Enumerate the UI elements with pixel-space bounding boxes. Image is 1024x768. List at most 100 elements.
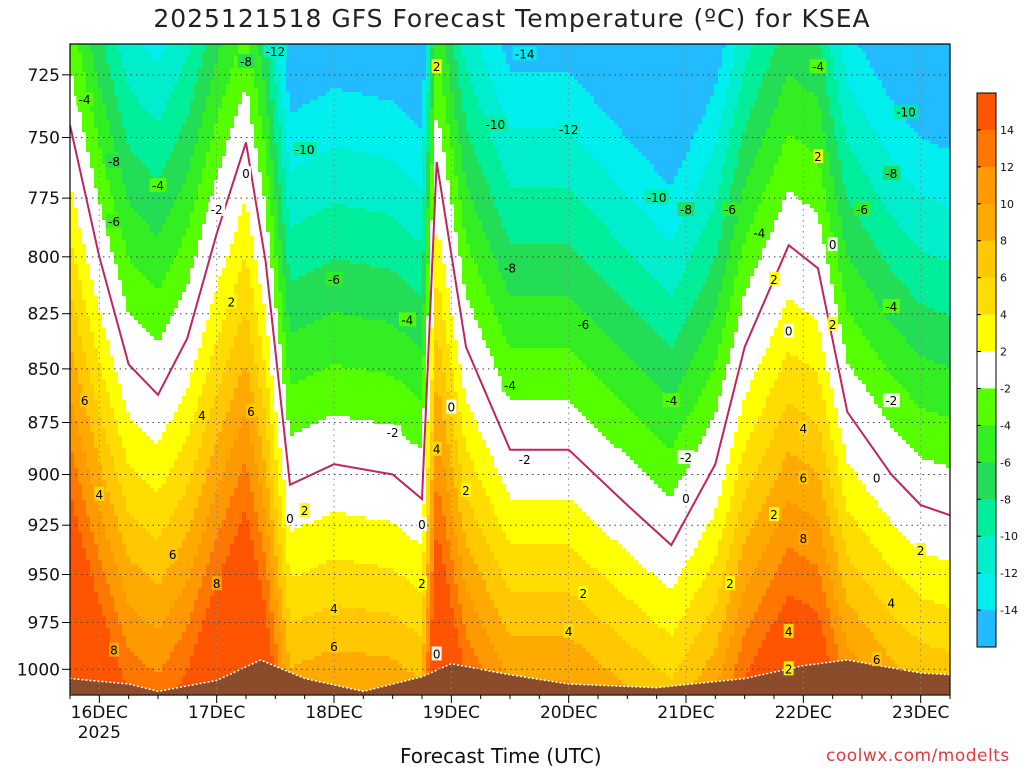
temperature-cell: [182, 428, 187, 433]
temperature-cell: [122, 428, 127, 433]
temperature-cell: [170, 564, 175, 569]
temperature-cell: [70, 656, 75, 661]
temperature-cell: [142, 156, 147, 161]
temperature-cell: [182, 260, 187, 265]
temperature-cell: [122, 624, 127, 629]
temperature-cell: [94, 448, 99, 453]
temperature-cell: [134, 356, 139, 361]
temperature-cell: [102, 580, 107, 585]
temperature-cell: [74, 84, 79, 89]
temperature-cell: [94, 268, 99, 273]
temperature-cell: [82, 112, 87, 117]
temperature-cell: [170, 500, 175, 505]
temperature-cell: [158, 488, 163, 493]
temperature-cell: [90, 612, 95, 617]
temperature-cell: [122, 476, 127, 481]
temperature-cell: [98, 636, 103, 641]
temperature-cell: [78, 352, 83, 357]
temperature-cell: [122, 632, 127, 637]
temperature-cell: [142, 264, 147, 269]
temperature-cell: [82, 56, 87, 61]
temperature-cell: [122, 184, 127, 189]
temperature-cell: [162, 680, 167, 685]
temperature-cell: [158, 620, 163, 625]
temperature-cell: [82, 164, 87, 169]
temperature-cell: [158, 476, 163, 481]
temperature-cell: [146, 148, 151, 153]
temperature-cell: [70, 240, 75, 245]
temperature-cell: [178, 288, 183, 293]
temperature-cell: [154, 440, 159, 445]
temperature-cell: [122, 572, 127, 577]
temperature-cell: [114, 136, 119, 141]
temperature-cell: [82, 284, 87, 289]
temperature-cell: [78, 472, 83, 477]
temperature-cell: [138, 608, 143, 613]
temperature-cell: [150, 556, 155, 561]
temperature-cell: [74, 140, 79, 145]
temperature-cell: [146, 404, 151, 409]
temperature-cell: [106, 64, 111, 69]
temperature-cell: [90, 560, 95, 565]
temperature-cell: [122, 224, 127, 229]
temperature-cell: [150, 496, 155, 501]
temperature-cell: [118, 372, 123, 377]
temperature-cell: [106, 412, 111, 417]
temperature-cell: [174, 592, 179, 597]
temperature-cell: [174, 648, 179, 653]
temperature-cell: [166, 536, 171, 541]
temperature-cell: [178, 676, 183, 681]
temperature-cell: [118, 264, 123, 269]
temperature-cell: [134, 452, 139, 457]
temperature-cell: [154, 104, 159, 109]
temperature-cell: [186, 456, 191, 461]
temperature-cell: [90, 368, 95, 373]
temperature-cell: [102, 136, 107, 141]
temperature-cell: [162, 636, 167, 641]
temperature-cell: [178, 164, 183, 169]
temperature-cell: [86, 440, 91, 445]
temperature-cell: [178, 100, 183, 105]
temperature-cell: [90, 192, 95, 197]
temperature-cell: [98, 280, 103, 285]
temperature-cell: [142, 296, 147, 301]
temperature-cell: [178, 632, 183, 637]
temperature-cell: [190, 428, 195, 433]
temperature-cell: [82, 660, 87, 665]
temperature-cell: [110, 192, 115, 197]
temperature-cell: [114, 548, 119, 553]
temperature-cell: [122, 548, 127, 553]
temperature-cell: [154, 96, 159, 101]
temperature-cell: [146, 248, 151, 253]
temperature-cell: [106, 524, 111, 529]
temperature-cell: [90, 292, 95, 297]
temperature-cell: [114, 600, 119, 605]
temperature-cell: [170, 684, 175, 689]
temperature-cell: [142, 216, 147, 221]
temperature-cell: [154, 424, 159, 429]
temperature-cell: [130, 648, 135, 653]
temperature-cell: [86, 52, 91, 57]
temperature-cell: [122, 288, 127, 293]
temperature-cell: [106, 56, 111, 61]
temperature-cell: [82, 192, 87, 197]
temperature-cell: [114, 492, 119, 497]
temperature-cell: [90, 332, 95, 337]
temperature-cell: [102, 416, 107, 421]
temperature-cell: [130, 664, 135, 669]
temperature-cell: [158, 216, 163, 221]
temperature-cell: [98, 152, 103, 157]
temperature-cell: [174, 124, 179, 129]
temperature-cell: [110, 492, 115, 497]
temperature-cell: [122, 444, 127, 449]
temperature-cell: [146, 340, 151, 345]
temperature-cell: [78, 268, 83, 273]
temperature-cell: [106, 512, 111, 517]
temperature-cell: [158, 68, 163, 73]
temperature-cell: [86, 344, 91, 349]
temperature-cell: [90, 548, 95, 553]
temperature-cell: [94, 324, 99, 329]
temperature-cell: [110, 588, 115, 593]
temperature-cell: [174, 188, 179, 193]
temperature-cell: [110, 108, 115, 113]
